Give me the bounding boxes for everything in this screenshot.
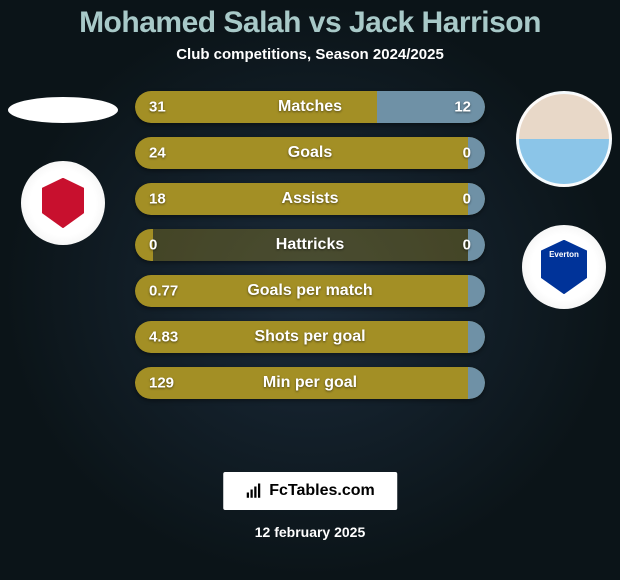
player-left-col [8, 91, 118, 245]
stat-bar: Goals per match 0.77 [135, 275, 485, 307]
stat-bar: Shots per goal 4.83 [135, 321, 485, 353]
stat-bar: Assists 18 0 [135, 183, 485, 215]
brand-text: FcTables.com [269, 482, 375, 500]
player-right-photo [516, 91, 612, 187]
player-right-crest [522, 225, 606, 309]
stat-value-left: 0.77 [149, 283, 178, 300]
stat-label: Goals [288, 144, 332, 162]
player-left-crest [21, 161, 105, 245]
date-text: 12 february 2025 [223, 524, 397, 540]
stat-bar-right-fill [468, 367, 486, 399]
brand-chart-icon [245, 482, 263, 500]
stat-value-right: 0 [463, 191, 471, 208]
stat-bar: Min per goal 129 [135, 367, 485, 399]
stat-value-left: 18 [149, 191, 166, 208]
stat-value-right: 0 [463, 237, 471, 254]
stat-value-left: 31 [149, 99, 166, 116]
stat-value-right: 12 [454, 99, 471, 116]
stat-bar: Goals 24 0 [135, 137, 485, 169]
stat-value-left: 129 [149, 375, 174, 392]
stat-bar-right-fill [468, 275, 486, 307]
player-left-photo-placeholder [8, 97, 118, 123]
stat-label: Shots per goal [254, 328, 365, 346]
stat-value-left: 0 [149, 237, 157, 254]
footer: FcTables.com 12 february 2025 [223, 472, 397, 540]
stat-bar-right-fill [468, 321, 486, 353]
stat-bar: Hattricks 0 0 [135, 229, 485, 261]
stat-label: Goals per match [247, 282, 372, 300]
main-area: Matches 31 12 Goals 24 0 Assists 18 0 Hattricks 0 0… [0, 91, 620, 399]
player-right-col [516, 91, 612, 309]
stat-label: Matches [278, 98, 342, 116]
stat-value-left: 24 [149, 145, 166, 162]
comparison-subtitle: Club competitions, Season 2024/2025 [0, 46, 620, 63]
stat-value-right: 0 [463, 145, 471, 162]
stat-label: Assists [282, 190, 339, 208]
brand-box: FcTables.com [223, 472, 397, 510]
stat-label: Min per goal [263, 374, 357, 392]
stat-bar: Matches 31 12 [135, 91, 485, 123]
stat-bars: Matches 31 12 Goals 24 0 Assists 18 0 Hattricks 0 0… [135, 91, 485, 399]
stat-value-left: 4.83 [149, 329, 178, 346]
stat-label: Hattricks [276, 236, 344, 254]
comparison-title: Mohamed Salah vs Jack Harrison [0, 0, 620, 40]
